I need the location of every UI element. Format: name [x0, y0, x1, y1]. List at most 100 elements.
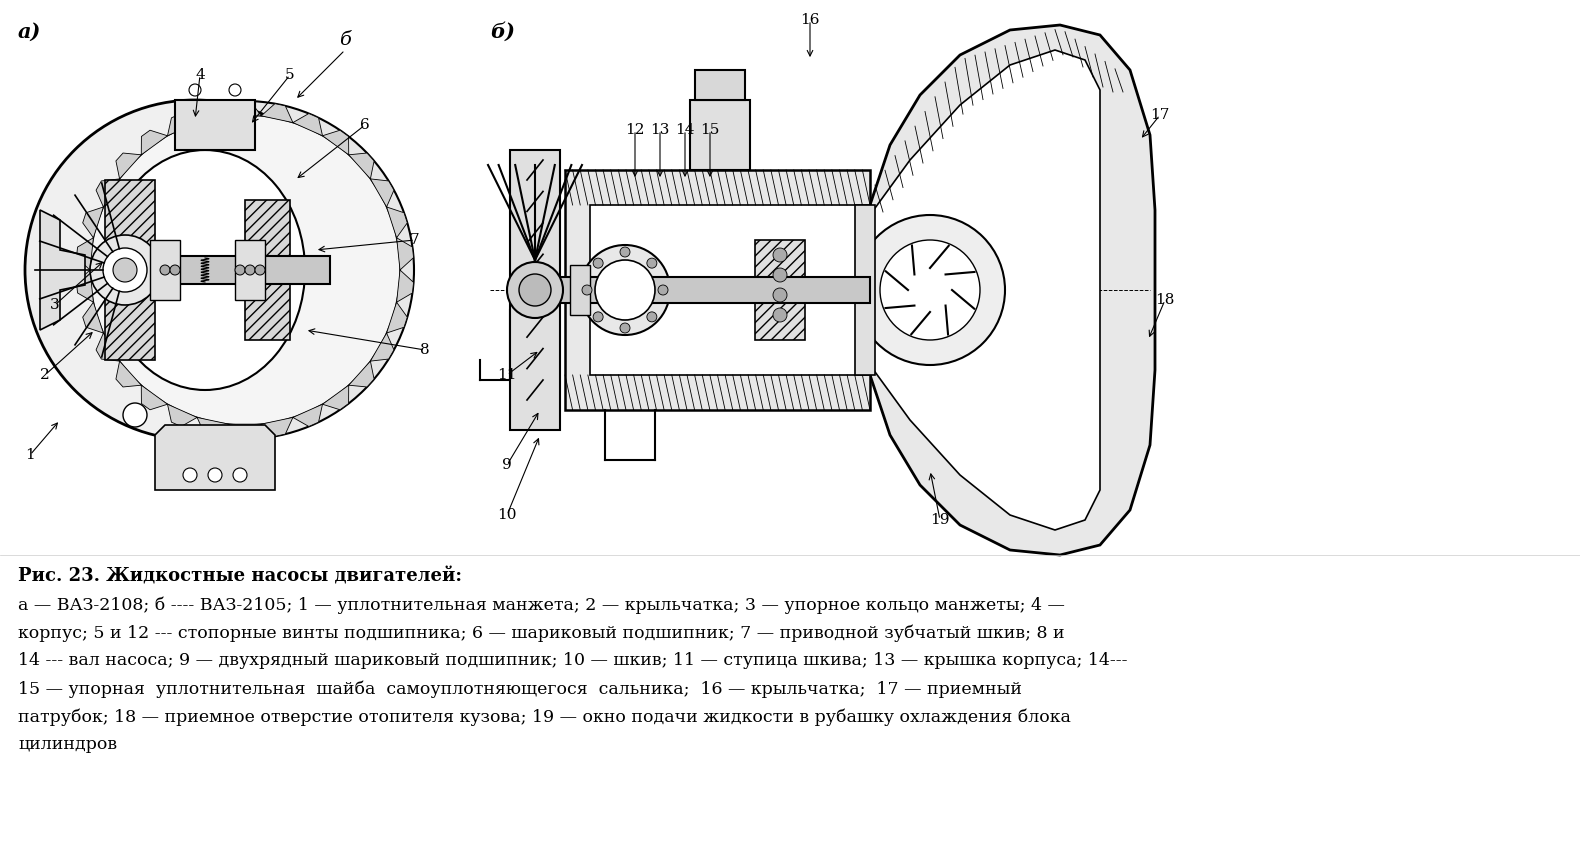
Circle shape [657, 285, 668, 295]
Text: 7: 7 [411, 233, 420, 247]
Circle shape [90, 115, 400, 425]
Circle shape [190, 84, 201, 96]
Text: 14: 14 [675, 123, 695, 137]
Bar [100, 256, 330, 284]
Circle shape [229, 84, 242, 96]
Polygon shape [82, 302, 103, 333]
Circle shape [103, 248, 147, 292]
Circle shape [773, 268, 787, 282]
Circle shape [518, 274, 551, 306]
Circle shape [245, 265, 254, 275]
Bar [690, 100, 750, 170]
Polygon shape [349, 153, 374, 179]
Circle shape [123, 403, 147, 427]
Polygon shape [370, 179, 393, 207]
Text: б: б [340, 31, 351, 49]
Polygon shape [40, 210, 85, 330]
Text: Рис. 23. Жидкостные насосы двигателей:: Рис. 23. Жидкостные насосы двигателей: [17, 568, 461, 586]
Polygon shape [589, 205, 871, 375]
Text: 4: 4 [194, 68, 205, 82]
Circle shape [171, 265, 180, 275]
Polygon shape [115, 361, 141, 387]
Polygon shape [115, 153, 141, 179]
Circle shape [880, 240, 980, 340]
Text: 5: 5 [284, 68, 295, 82]
Polygon shape [261, 104, 292, 123]
Polygon shape [229, 101, 261, 116]
Bar [104, 180, 155, 360]
Text: 8: 8 [420, 343, 430, 357]
Circle shape [646, 311, 657, 322]
Text: 16: 16 [799, 13, 820, 27]
Polygon shape [370, 333, 393, 361]
Circle shape [507, 262, 562, 318]
Circle shape [619, 247, 630, 257]
Text: 17: 17 [1150, 108, 1169, 122]
Circle shape [76, 101, 414, 439]
Polygon shape [397, 270, 414, 302]
Text: 9: 9 [502, 458, 512, 472]
Polygon shape [292, 404, 322, 426]
Text: б): б) [490, 22, 515, 42]
Bar [175, 100, 254, 150]
Circle shape [160, 265, 171, 275]
Text: 3: 3 [51, 298, 60, 312]
Polygon shape [141, 385, 167, 410]
Polygon shape [198, 417, 229, 437]
Text: цилиндров: цилиндров [17, 736, 117, 753]
Circle shape [592, 311, 604, 322]
Ellipse shape [25, 100, 365, 440]
Polygon shape [322, 385, 349, 410]
Polygon shape [322, 130, 349, 154]
Text: 10: 10 [498, 508, 517, 522]
Polygon shape [76, 270, 93, 302]
Polygon shape [167, 113, 198, 136]
Circle shape [773, 288, 787, 302]
Circle shape [183, 468, 198, 482]
Bar [245, 200, 291, 340]
Text: 19: 19 [931, 513, 950, 527]
Bar [525, 277, 871, 303]
Polygon shape [96, 179, 120, 207]
Circle shape [773, 308, 787, 322]
Polygon shape [76, 238, 93, 270]
Text: 12: 12 [626, 123, 645, 137]
Polygon shape [510, 150, 559, 430]
Ellipse shape [104, 150, 305, 390]
Text: 11: 11 [498, 368, 517, 382]
Polygon shape [155, 425, 275, 490]
Circle shape [232, 468, 246, 482]
Circle shape [855, 215, 1005, 365]
Bar [855, 205, 875, 375]
Text: 14 --- вал насоса; 9 — двухрядный шариковый подшипник; 10 — шкив; 11 — ступица ш: 14 --- вал насоса; 9 — двухрядный шарико… [17, 652, 1128, 669]
Polygon shape [871, 25, 1155, 555]
Polygon shape [261, 417, 292, 437]
Polygon shape [397, 238, 414, 270]
Polygon shape [229, 424, 261, 439]
Polygon shape [141, 130, 167, 154]
Polygon shape [82, 207, 103, 238]
Text: 13: 13 [651, 123, 670, 137]
Text: 15 — упорная  уплотнительная  шайба  самоуплотняющегося  сальника;  16 — крыльча: 15 — упорная уплотнительная шайба самоуп… [17, 680, 1022, 698]
Circle shape [646, 258, 657, 269]
Circle shape [580, 245, 670, 335]
Text: 15: 15 [700, 123, 719, 137]
Circle shape [619, 323, 630, 333]
Bar [570, 265, 589, 315]
Circle shape [596, 260, 656, 320]
Polygon shape [167, 404, 198, 426]
Circle shape [90, 235, 160, 305]
Text: патрубок; 18 — приемное отверстие отопителя кузова; 19 — окно подачи жидкости в : патрубок; 18 — приемное отверстие отопит… [17, 708, 1071, 726]
Text: 1: 1 [25, 448, 35, 462]
Circle shape [235, 265, 245, 275]
Bar [755, 240, 804, 340]
Circle shape [114, 258, 137, 282]
Circle shape [581, 285, 592, 295]
Polygon shape [292, 113, 322, 136]
Polygon shape [387, 207, 408, 238]
Polygon shape [387, 302, 408, 333]
Bar [235, 240, 265, 300]
Text: а — ВАЗ-2108; б ---- ВАЗ-2105; 1 — уплотнительная манжета; 2 — крыльчатка; 3 — у: а — ВАЗ-2108; б ---- ВАЗ-2105; 1 — уплот… [17, 596, 1065, 613]
Polygon shape [871, 50, 1100, 530]
Circle shape [773, 248, 787, 262]
